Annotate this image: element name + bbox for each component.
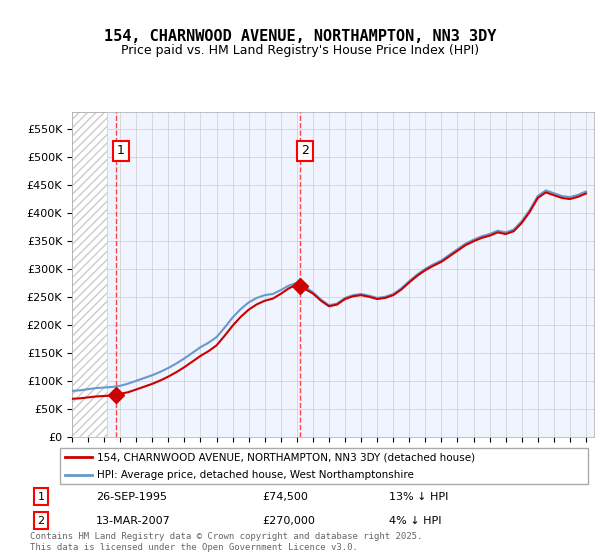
154, CHARNWOOD AVENUE, NORTHAMPTON, NN3 3DY (detached house) [334,301,341,308]
Text: 13-MAR-2007: 13-MAR-2007 [96,516,171,525]
Text: 13% ↓ HPI: 13% ↓ HPI [389,492,448,502]
154, CHARNWOOD AVENUE, NORTHAMPTON, NN3 3DY (detached house) [574,193,581,200]
HPI: Average price, detached house, West Northamptonshire: (2e+03, 1.5e+05): Average price, detached house, West Nort… [189,349,196,356]
Text: Price paid vs. HM Land Registry's House Price Index (HPI): Price paid vs. HM Land Registry's House … [121,44,479,57]
154, CHARNWOOD AVENUE, NORTHAMPTON, NN3 3DY (detached house) [583,190,590,197]
HPI: Average price, detached house, West Northamptonshire: (2.02e+03, 4.38e+05): Average price, detached house, West Nort… [583,188,590,195]
HPI: Average price, detached house, West Northamptonshire: (2.02e+03, 3.7e+05): Average price, detached house, West Nort… [510,226,517,233]
154, CHARNWOOD AVENUE, NORTHAMPTON, NN3 3DY (detached house) [229,323,236,329]
Text: Contains HM Land Registry data © Crown copyright and database right 2025.
This d: Contains HM Land Registry data © Crown c… [30,532,422,552]
Text: 2: 2 [301,144,309,157]
Text: 154, CHARNWOOD AVENUE, NORTHAMPTON, NN3 3DY: 154, CHARNWOOD AVENUE, NORTHAMPTON, NN3 … [104,29,496,44]
Text: 2: 2 [37,516,44,525]
Text: 1: 1 [117,144,125,157]
154, CHARNWOOD AVENUE, NORTHAMPTON, NN3 3DY (detached house) [213,342,220,349]
Text: 26-SEP-1995: 26-SEP-1995 [96,492,167,502]
154, CHARNWOOD AVENUE, NORTHAMPTON, NN3 3DY (detached house) [430,262,437,269]
Line: HPI: Average price, detached house, West Northamptonshire: HPI: Average price, detached house, West… [72,190,586,391]
154, CHARNWOOD AVENUE, NORTHAMPTON, NN3 3DY (detached house) [68,395,76,402]
HPI: Average price, detached house, West Northamptonshire: (2.02e+03, 4.28e+05): Average price, detached house, West Nort… [566,194,574,200]
HPI: Average price, detached house, West Northamptonshire: (2.02e+03, 4.4e+05): Average price, detached house, West Nort… [542,187,550,194]
Line: 154, CHARNWOOD AVENUE, NORTHAMPTON, NN3 3DY (detached house): 154, CHARNWOOD AVENUE, NORTHAMPTON, NN3 … [72,193,586,399]
Text: 1: 1 [38,492,44,502]
154, CHARNWOOD AVENUE, NORTHAMPTON, NN3 3DY (detached house) [542,189,550,196]
FancyBboxPatch shape [60,448,588,484]
HPI: Average price, detached house, West Northamptonshire: (2.01e+03, 2.38e+05): Average price, detached house, West Nort… [334,300,341,307]
HPI: Average price, detached house, West Northamptonshire: (2e+03, 1.95e+05): Average price, detached house, West Nort… [221,324,228,331]
Text: 4% ↓ HPI: 4% ↓ HPI [389,516,442,525]
154, CHARNWOOD AVENUE, NORTHAMPTON, NN3 3DY (detached house) [317,297,325,304]
Text: 154, CHARNWOOD AVENUE, NORTHAMPTON, NN3 3DY (detached house): 154, CHARNWOOD AVENUE, NORTHAMPTON, NN3 … [97,452,475,462]
HPI: Average price, detached house, West Northamptonshire: (2.01e+03, 2.7e+05): Average price, detached house, West Nort… [285,282,292,289]
Text: £270,000: £270,000 [262,516,315,525]
HPI: Average price, detached house, West Northamptonshire: (1.99e+03, 8.2e+04): Average price, detached house, West Nort… [68,388,76,394]
Text: £74,500: £74,500 [262,492,308,502]
Text: HPI: Average price, detached house, West Northamptonshire: HPI: Average price, detached house, West… [97,470,414,480]
